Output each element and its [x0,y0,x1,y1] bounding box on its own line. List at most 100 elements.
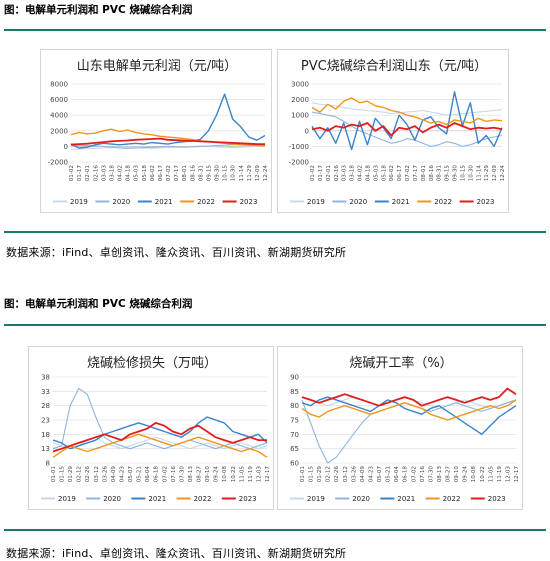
legend-label-2023: 2023 [239,495,257,503]
x-tick-label: 11-29 [247,165,253,182]
x-tick-label: 11-05 [488,466,494,483]
chart-title: 山东电解单元利润（元/吨） [77,59,237,74]
x-tick-label: 02-26 [334,466,340,483]
y-tick-label: 80 [290,402,299,410]
x-tick-label: 11-29 [484,165,490,182]
x-tick-label: 06-04 [394,466,400,483]
y-tick-label: 70 [290,431,299,439]
x-tick-label: 05-21 [386,466,392,483]
x-tick-label: 09-10 [205,466,211,483]
x-tick-label: 07-16 [171,466,177,483]
legend-label-2019: 2019 [307,198,325,206]
x-tick-label: 03-12 [343,466,349,482]
legend-label-2021: 2021 [397,495,415,503]
x-tick-label: 05-18 [142,165,148,182]
x-tick-label: 01-17 [77,165,83,182]
x-tick-label: 01-02 [310,165,316,181]
x-tick-label: 12-09 [255,165,261,182]
legend-label-2019: 2019 [70,198,88,206]
x-tick-label: 07-16 [420,466,426,483]
x-tick-label: 04-18 [365,165,371,182]
series-line-2019 [311,102,503,116]
x-tick-label: 10-15 [223,165,229,182]
x-tick-label: 06-17 [397,165,403,182]
series-line-2021 [301,396,517,436]
x-tick-label: 09-15 [445,165,451,182]
x-tick-label: 05-03 [373,165,379,182]
x-tick-label: 08-13 [188,466,194,483]
section-2-bottom-rule [4,529,546,531]
x-tick-label: 03-26 [102,466,108,483]
x-tick-label: 10-30 [231,165,237,182]
y-tick-label: 75 [290,417,299,425]
y-tick-label: 0 [64,143,68,151]
x-tick-label: 12-03 [256,466,262,483]
x-tick-label: 10-08 [222,466,228,483]
chart-title: 烧碱开工率（%） [349,355,452,371]
x-tick-label: 09-30 [215,165,221,182]
x-tick-label: 04-09 [360,466,366,483]
x-tick-label: 09-24 [214,466,220,483]
x-tick-label: 09-10 [454,466,460,483]
x-tick-label: 07-02 [405,165,411,181]
y-tick-label: -2000 [48,159,68,167]
x-tick-label: 04-18 [126,165,132,182]
x-tick-label: 02-01 [85,165,91,182]
legend-label-2019: 2019 [58,495,76,503]
chart-electrolysis-profit: 山东电解单元利润（元/吨） 8000 6000 4000 2000 0 -200001-02… [48,59,269,206]
section-1-bottom-rule [4,231,546,233]
chart-panel-maintenance-loss: 烧碱检修损失（万吨） 38 33 28 23 18 13 8 01-01 01-15 01-29 02… [28,346,274,510]
y-tick-label: 0 [305,127,309,135]
x-tick-label: 01-15 [309,466,315,483]
y-tick-label: 8000 [50,81,68,89]
series-line-2022 [70,128,266,147]
x-tick-label: 07-17 [413,165,419,182]
y-tick-label: 65 [290,445,299,453]
x-tick-label: 08-27 [446,466,452,483]
x-tick-label: 11-14 [239,165,245,182]
x-tick-label: 10-22 [231,466,237,482]
x-tick-label: 08-31 [198,165,204,182]
x-tick-label: 06-18 [403,466,409,483]
x-tick-label: 03-03 [342,165,348,182]
x-tick-label: 11-05 [239,466,245,483]
x-tick-label: 01-29 [68,466,74,483]
legend-label-2021: 2021 [155,198,173,206]
x-tick-label: 01-02 [69,165,75,181]
x-tick-label: 01-29 [317,466,323,483]
chart-title: PVC烧碱综合利润山东（元/吨） [301,59,487,74]
legend-label-2022: 2022 [443,495,461,503]
y-tick-label: 2000 [291,96,309,104]
legend-label-2022: 2022 [194,495,212,503]
x-tick-label: 01-01 [51,466,57,483]
x-tick-label: 09-30 [453,165,459,182]
chart-panel-electrolysis-profit: 山东电解单元利润（元/吨） 8000 6000 4000 2000 0 -2000 01-02… [40,49,272,213]
x-tick-label: 02-12 [326,466,332,482]
y-tick-label: 18 [41,431,50,439]
y-tick-label: 23 [41,417,50,425]
x-tick-label: 06-18 [154,466,160,483]
x-tick-label: 02-16 [93,165,99,182]
x-tick-label: 08-01 [421,165,427,182]
x-tick-label: 10-22 [480,466,486,482]
section-1-source: 数据来源：iFind、卓创资讯、隆众资讯、百川资讯、新湖期货研究所 [6,246,347,259]
legend-label-2023: 2023 [488,495,506,503]
chart-pvc-caustic-profit: PVC烧碱综合利润山东（元/吨）3000200010000-1000-20000… [289,59,506,206]
x-tick-label: 07-02 [411,466,417,482]
y-tick-label: 33 [41,388,50,396]
x-tick-label: 12-03 [505,466,511,483]
x-tick-label: 06-02 [389,165,395,181]
x-tick-label: 03-18 [350,165,356,182]
x-tick-label: 01-01 [300,466,306,483]
x-tick-label: 08-16 [429,165,435,182]
y-tick-label: -1000 [289,143,309,151]
y-tick-label: 8 [46,460,50,468]
x-tick-label: 08-01 [182,165,188,182]
legend-label-2020: 2020 [103,495,121,503]
legend-label-2021: 2021 [148,495,166,503]
section-1-title: 图：电解单元利润和 PVC 烧碱综合利润 [4,4,193,16]
series-line-2020 [52,387,268,450]
x-tick-label: 01-17 [318,165,324,182]
series-line-2023 [301,387,517,407]
x-tick-label: 12-17 [514,466,520,483]
